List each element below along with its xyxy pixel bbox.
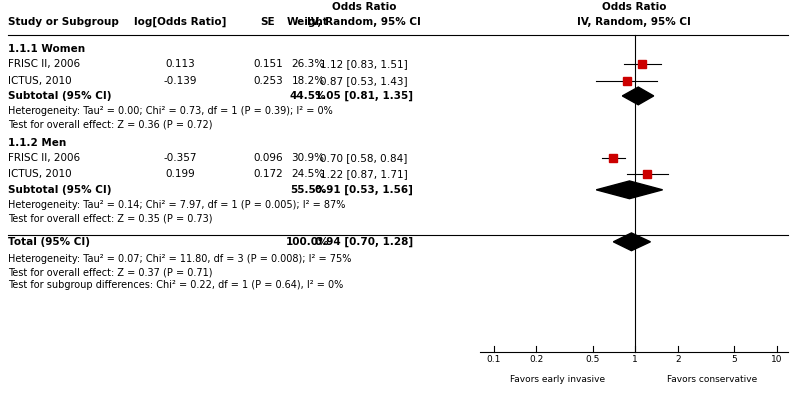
Text: 0.2: 0.2: [530, 355, 543, 364]
Text: Subtotal (95% CI): Subtotal (95% CI): [8, 91, 111, 101]
Text: -0.139: -0.139: [163, 76, 197, 85]
Text: SE: SE: [261, 17, 275, 27]
Polygon shape: [614, 233, 650, 251]
Text: 0.87 [0.53, 1.43]: 0.87 [0.53, 1.43]: [320, 76, 408, 85]
Text: 30.9%: 30.9%: [291, 154, 325, 163]
Text: 1.12 [0.83, 1.51]: 1.12 [0.83, 1.51]: [320, 60, 408, 69]
Text: 0.253: 0.253: [253, 76, 283, 85]
Text: IV, Random, 95% CI: IV, Random, 95% CI: [577, 17, 691, 27]
Text: 0.91 [0.53, 1.56]: 0.91 [0.53, 1.56]: [315, 185, 413, 195]
Text: Odds Ratio: Odds Ratio: [602, 2, 666, 12]
Text: 5: 5: [731, 355, 737, 364]
Text: 0.113: 0.113: [165, 60, 195, 69]
Text: 0.70 [0.58, 0.84]: 0.70 [0.58, 0.84]: [320, 154, 408, 163]
Text: 1.05 [0.81, 1.35]: 1.05 [0.81, 1.35]: [315, 91, 413, 101]
Text: Study or Subgroup: Study or Subgroup: [8, 17, 119, 27]
Text: log[Odds Ratio]: log[Odds Ratio]: [134, 17, 226, 27]
Text: Favors conservative: Favors conservative: [666, 375, 757, 384]
Text: Heterogeneity: Tau² = 0.00; Chi² = 0.73, df = 1 (P = 0.39); I² = 0%: Heterogeneity: Tau² = 0.00; Chi² = 0.73,…: [8, 106, 333, 116]
Text: 18.2%: 18.2%: [291, 76, 325, 85]
Text: Test for overall effect: Z = 0.36 (P = 0.72): Test for overall effect: Z = 0.36 (P = 0…: [8, 119, 213, 129]
Text: 10: 10: [771, 355, 782, 364]
Text: 0.1: 0.1: [486, 355, 501, 364]
Text: Heterogeneity: Tau² = 0.07; Chi² = 11.80, df = 3 (P = 0.008); I² = 75%: Heterogeneity: Tau² = 0.07; Chi² = 11.80…: [8, 254, 351, 264]
Polygon shape: [622, 87, 654, 105]
Text: ICTUS, 2010: ICTUS, 2010: [8, 170, 72, 179]
Text: 0.5: 0.5: [586, 355, 600, 364]
Text: Odds Ratio: Odds Ratio: [332, 2, 396, 12]
Text: 44.5%: 44.5%: [290, 91, 326, 101]
Text: 1.1.2 Men: 1.1.2 Men: [8, 138, 66, 148]
Text: ICTUS, 2010: ICTUS, 2010: [8, 76, 72, 85]
Text: 0.199: 0.199: [165, 170, 195, 179]
Text: 1.22 [0.87, 1.71]: 1.22 [0.87, 1.71]: [320, 170, 408, 179]
Polygon shape: [596, 181, 662, 199]
Text: Total (95% CI): Total (95% CI): [8, 237, 90, 247]
Text: 0.172: 0.172: [253, 170, 283, 179]
Text: 24.5%: 24.5%: [291, 170, 325, 179]
Text: IV, Random, 95% CI: IV, Random, 95% CI: [307, 17, 421, 27]
Text: FRISC II, 2006: FRISC II, 2006: [8, 154, 80, 163]
Text: Heterogeneity: Tau² = 0.14; Chi² = 7.97, df = 1 (P = 0.005); I² = 87%: Heterogeneity: Tau² = 0.14; Chi² = 7.97,…: [8, 200, 346, 210]
Text: 2: 2: [675, 355, 681, 364]
Text: Test for overall effect: Z = 0.37 (P = 0.71): Test for overall effect: Z = 0.37 (P = 0…: [8, 267, 213, 277]
Text: 55.5%: 55.5%: [290, 185, 326, 195]
Text: Test for overall effect: Z = 0.35 (P = 0.73): Test for overall effect: Z = 0.35 (P = 0…: [8, 213, 213, 223]
Text: Weight: Weight: [287, 17, 329, 27]
Text: Test for subgroup differences: Chi² = 0.22, df = 1 (P = 0.64), I² = 0%: Test for subgroup differences: Chi² = 0.…: [8, 280, 343, 290]
Text: FRISC II, 2006: FRISC II, 2006: [8, 60, 80, 69]
Text: Subtotal (95% CI): Subtotal (95% CI): [8, 185, 111, 195]
Text: 0.096: 0.096: [253, 154, 283, 163]
Text: -0.357: -0.357: [163, 154, 197, 163]
Text: 0.151: 0.151: [253, 60, 283, 69]
Text: Favors early invasive: Favors early invasive: [510, 375, 605, 384]
Text: 1: 1: [632, 355, 638, 364]
Text: 26.3%: 26.3%: [291, 60, 325, 69]
Text: 100.0%: 100.0%: [286, 237, 330, 247]
Text: 0.94 [0.70, 1.28]: 0.94 [0.70, 1.28]: [315, 237, 413, 247]
Text: 1.1.1 Women: 1.1.1 Women: [8, 44, 85, 54]
